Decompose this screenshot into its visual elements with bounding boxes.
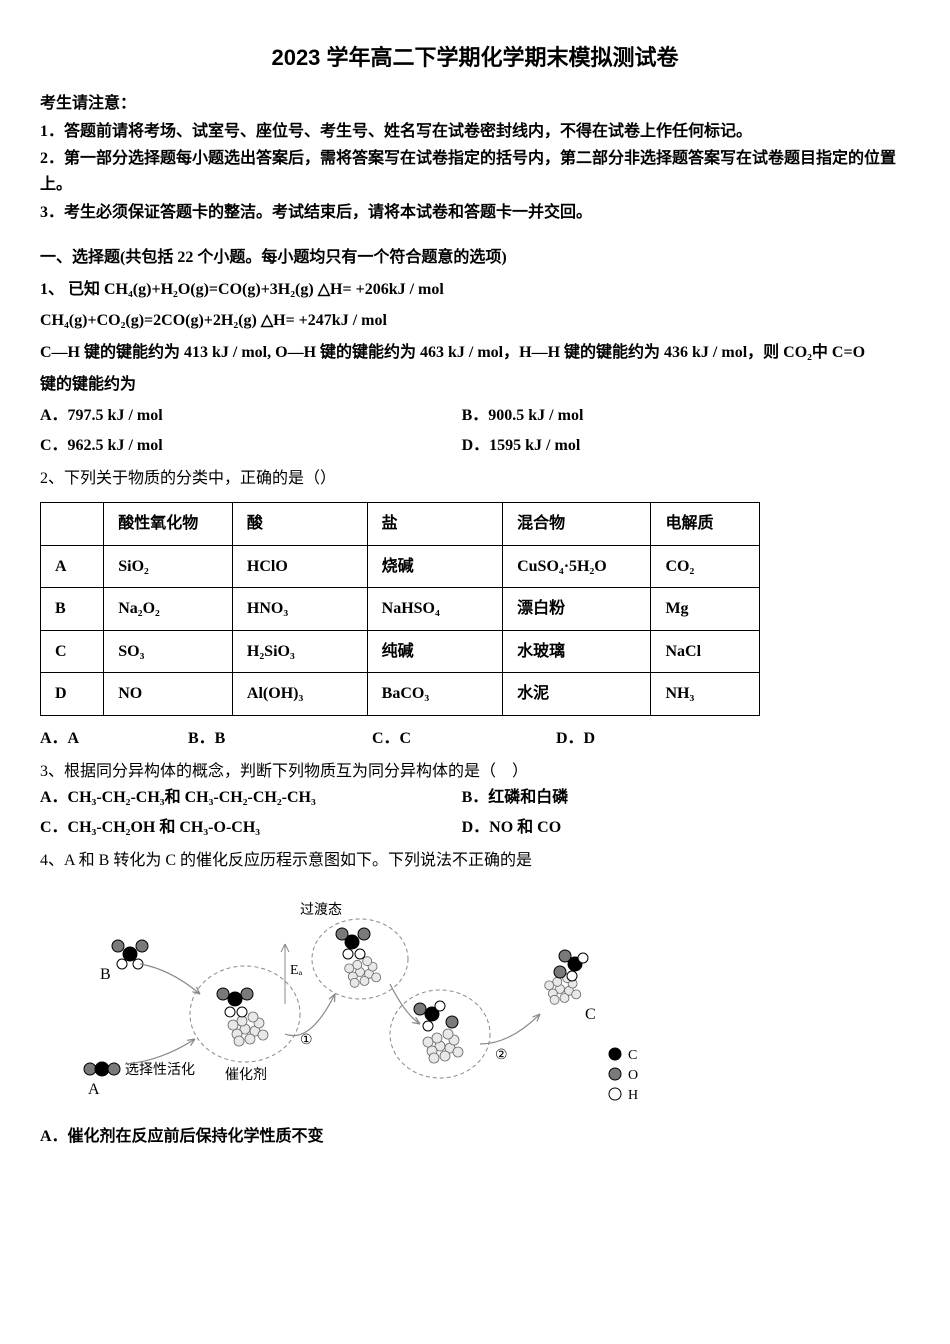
table-cell: 电解质	[651, 502, 760, 545]
table-cell: CuSO₄·5H₂O	[503, 545, 651, 588]
table-cell: A	[41, 545, 104, 588]
table-row: D NO Al(OH)₃ BaCO₃ 水泥 NH₃	[41, 673, 760, 716]
q2-options: A．A B．B C．C D．D	[40, 726, 760, 752]
q1-option-b: B．900.5 kJ / mol	[462, 403, 880, 429]
question-4: 4、A 和 B 转化为 C 的催化反应历程示意图如下。下列说法不正确的是 B A 选…	[40, 848, 910, 1149]
table-cell: HNO₃	[232, 588, 367, 631]
table-cell: Mg	[651, 588, 760, 631]
q1-line4: 键的键能约为	[40, 372, 910, 398]
q2-option-d: D．D	[556, 726, 736, 752]
question-2: 2、下列关于物质的分类中，正确的是（） 酸性氧化物 酸 盐 混合物 电解质 A …	[40, 466, 910, 751]
q3-option-a: A．CH₃-CH₂-CH₃和 CH₃-CH₂-CH₂-CH₃	[40, 785, 458, 811]
table-cell: H₂SiO₃	[232, 630, 367, 673]
question-1: 1、 已知 CH₄(g)+H₂O(g)=CO(g)+3H₂(g) △H= +20…	[40, 277, 910, 459]
table-cell: 酸	[232, 502, 367, 545]
instructions-heading: 考生请注意：	[40, 91, 910, 117]
instruction-line: 3．考生必须保证答题卡的整洁。考试结束后，请将本试卷和答题卡一并交回。	[40, 200, 910, 226]
table-cell: SO₃	[104, 630, 233, 673]
table-cell: 纯碱	[367, 630, 502, 673]
section-heading: 一、选择题(共包括 22 个小题。每小题均只有一个符合题意的选项)	[40, 245, 910, 271]
svg-text:Eₐ: Eₐ	[290, 963, 303, 978]
svg-text:①: ①	[300, 1033, 313, 1048]
table-cell: 水泥	[503, 673, 651, 716]
table-cell: 酸性氧化物	[104, 502, 233, 545]
q1-option-c: C．962.5 kJ / mol	[40, 433, 458, 459]
table-cell: CO₂	[651, 545, 760, 588]
table-cell: 烧碱	[367, 545, 502, 588]
q4-option-a: A．催化剂在反应前后保持化学性质不变	[40, 1124, 910, 1150]
svg-text:C: C	[585, 1006, 596, 1023]
q1-option-d: D．1595 kJ / mol	[462, 433, 880, 459]
svg-text:H: H	[628, 1088, 638, 1103]
table-row: C SO₃ H₂SiO₃ 纯碱 水玻璃 NaCl	[41, 630, 760, 673]
instructions-block: 考生请注意： 1．答题前请将考场、试室号、座位号、考生号、姓名写在试卷密封线内，…	[40, 91, 910, 225]
svg-text:O: O	[628, 1068, 638, 1083]
table-row: A SiO₂ HClO 烧碱 CuSO₄·5H₂O CO₂	[41, 545, 760, 588]
table-row: B Na₂O₂ HNO₃ NaHSO₄ 漂白粉 Mg	[41, 588, 760, 631]
svg-text:选择性活化: 选择性活化	[125, 1062, 195, 1078]
table-cell: NaCl	[651, 630, 760, 673]
table-cell: Al(OH)₃	[232, 673, 367, 716]
q3-option-b: B．红磷和白磷	[462, 785, 880, 811]
table-cell: 漂白粉	[503, 588, 651, 631]
q2-stem: 2、下列关于物质的分类中，正确的是（）	[40, 466, 910, 492]
instruction-line: 2．第一部分选择题每小题选出答案后，需将答案写在试卷指定的括号内，第二部分非选择…	[40, 146, 910, 197]
instruction-line: 1．答题前请将考场、试室号、座位号、考生号、姓名写在试卷密封线内，不得在试卷上作…	[40, 119, 910, 145]
table-cell: 混合物	[503, 502, 651, 545]
q4-diagram-wrap: BA选择性活化催化剂Eₐ过渡态①②CCOH	[40, 884, 910, 1114]
table-cell: NO	[104, 673, 233, 716]
table-row: 酸性氧化物 酸 盐 混合物 电解质	[41, 502, 760, 545]
q3-option-d: D．NO 和 CO	[462, 815, 880, 841]
svg-text:②: ②	[495, 1048, 508, 1063]
q4-stem: 4、A 和 B 转化为 C 的催化反应历程示意图如下。下列说法不正确的是	[40, 848, 910, 874]
table-cell	[41, 502, 104, 545]
q2-option-c: C．C	[372, 726, 552, 752]
svg-text:B: B	[100, 966, 111, 983]
svg-text:催化剂: 催化剂	[225, 1067, 267, 1083]
table-cell: NaHSO₄	[367, 588, 502, 631]
table-cell: NH₃	[651, 673, 760, 716]
q1-line3: C—H 键的键能约为 413 kJ / mol, O—H 键的键能约为 463 …	[40, 340, 910, 366]
q1-option-a: A．797.5 kJ / mol	[40, 403, 458, 429]
svg-text:A: A	[88, 1081, 100, 1098]
table-cell: B	[41, 588, 104, 631]
svg-text:C: C	[628, 1048, 637, 1063]
question-3: 3、根据同分异构体的概念，判断下列物质互为同分异构体的是（ ） A．CH₃-CH…	[40, 759, 910, 840]
q1-line1: 1、 已知 CH₄(g)+H₂O(g)=CO(g)+3H₂(g) △H= +20…	[40, 277, 910, 303]
table-cell: C	[41, 630, 104, 673]
table-cell: Na₂O₂	[104, 588, 233, 631]
table-cell: 盐	[367, 502, 502, 545]
table-cell: D	[41, 673, 104, 716]
page-title: 2023 学年高二下学期化学期末模拟测试卷	[40, 40, 910, 75]
table-cell: 水玻璃	[503, 630, 651, 673]
q2-option-a: A．A	[40, 726, 184, 752]
q3-option-c: C．CH₃-CH₂OH 和 CH₃-O-CH₃	[40, 815, 458, 841]
q1-line2: CH₄(g)+CO₂(g)=2CO(g)+2H₂(g) △H= +247kJ /…	[40, 308, 910, 334]
q3-stem: 3、根据同分异构体的概念，判断下列物质互为同分异构体的是（ ）	[40, 759, 910, 785]
reaction-diagram: BA选择性活化催化剂Eₐ过渡态①②CCOH	[40, 884, 660, 1114]
svg-text:过渡态: 过渡态	[300, 902, 342, 918]
table-cell: HClO	[232, 545, 367, 588]
table-cell: SiO₂	[104, 545, 233, 588]
q2-option-b: B．B	[188, 726, 368, 752]
q2-table: 酸性氧化物 酸 盐 混合物 电解质 A SiO₂ HClO 烧碱 CuSO₄·5…	[40, 502, 760, 716]
table-cell: BaCO₃	[367, 673, 502, 716]
